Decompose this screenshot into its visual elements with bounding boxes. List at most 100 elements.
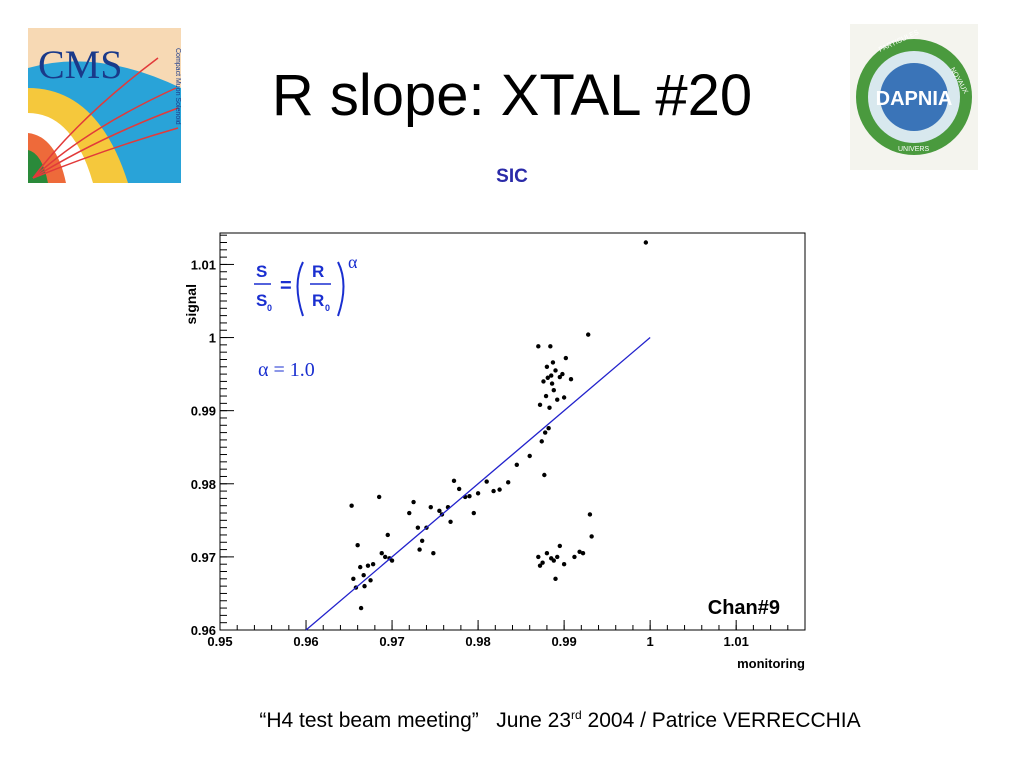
data-point [549,381,555,386]
data-point [561,561,567,567]
formula-paren-right [337,261,345,317]
formula-s: S [256,262,267,281]
data-point [361,572,366,578]
x-tick-label: 0.99 [551,634,576,649]
footer-date-day: June 23 [496,709,572,732]
data-point [456,486,462,492]
data-point [542,472,547,478]
data-point [437,508,442,514]
data-point [497,487,502,492]
data-point [389,558,395,563]
data-point [448,519,453,524]
x-tick-label: 0.96 [293,634,318,649]
data-point [586,332,591,337]
data-point [551,558,556,563]
formula-s0: S [256,291,267,310]
footer: “H4 test beam meeting” June 23rd 2004 / … [0,708,1024,733]
formula: S S 0 = R R 0 α [254,252,358,317]
data-point [553,368,558,373]
data-point [537,563,543,568]
formula-r0-sub: 0 [325,303,330,313]
data-point [484,479,489,484]
data-point [419,538,425,544]
data-point [544,551,550,556]
y-axis-label: signal [183,284,199,324]
y-tick-label: 0.97 [191,550,216,565]
data-point [540,560,545,565]
data-point [589,534,594,539]
data-point [557,374,563,380]
data-point [471,510,476,516]
data-point [572,554,577,560]
data-point [415,525,421,530]
x-tick-label: 1 [647,634,654,649]
data-point [370,561,376,567]
formula-r: R [312,262,324,281]
data-point [545,375,550,380]
data-point [358,605,364,611]
data-point [379,551,384,556]
data-point [376,494,382,500]
data-point [385,532,390,538]
data-point [561,395,567,400]
data-point [577,549,582,554]
footer-quote: “H4 test beam meeting” [259,709,479,732]
data-point [537,402,543,408]
data-point [527,453,532,459]
plot-frame [219,232,806,631]
data-point [643,240,649,245]
data-point [541,379,546,384]
page-title: R slope: XTAL #20 [271,63,753,128]
y-tick-label: 1.01 [191,257,216,272]
data-point [431,551,436,556]
data-point [355,542,360,548]
x-tick-label: 0.97 [379,634,404,649]
data-point [382,554,388,560]
data-point [539,439,544,444]
footer-rest: 2004 / Patrice VERRECCHIA [581,709,861,732]
data-point [546,426,551,431]
data-point [451,478,457,484]
y-tick-label: 0.98 [191,477,216,492]
footer-date-sup: rd [571,708,582,722]
page-subtitle: SIC [496,166,528,187]
data-point [560,371,565,377]
data-point [550,360,556,365]
data-point [557,543,563,549]
data-point [428,504,433,510]
data-point [563,355,569,361]
data-point [368,578,373,583]
y-tick-label: 0.99 [191,404,216,419]
data-point [411,499,416,505]
data-point [467,494,472,499]
formula-alpha: α [348,252,358,272]
data-point [536,344,541,349]
data-point [587,512,593,517]
data-point [365,563,371,568]
formula-r0: R [312,291,324,310]
data-point [544,364,550,369]
data-point [555,397,560,402]
data-point [362,583,367,589]
data-point [505,480,511,485]
x-tick-label: 0.98 [465,634,490,649]
x-axis-label: monitoring [737,656,805,671]
channel-label: Chan#9 [708,597,780,619]
data-point [568,377,574,382]
data-point [548,344,553,349]
cms-logo-text: CMS [38,42,123,87]
data-point [407,510,412,516]
data-point [543,393,549,399]
dapnia-ring-bottom: UNIVERS [898,146,929,153]
x-tick-label: 1.01 [724,634,749,649]
scatter-chart: 0.95 0.96 0.97 0.98 0.99 1 1.010.960.970.980.9… [183,232,806,671]
cms-logo: CMS Compact Muon Solenoid [28,28,181,183]
data-point [542,430,548,435]
y-tick-label: 0.96 [191,623,216,638]
fit-line [305,337,651,631]
formula-s0-sub: 0 [267,303,272,313]
data-point [417,547,422,552]
data-point [580,551,586,556]
alpha-value: α = 1.0 [258,359,315,381]
x-tick-label: 0.95 [207,634,232,649]
